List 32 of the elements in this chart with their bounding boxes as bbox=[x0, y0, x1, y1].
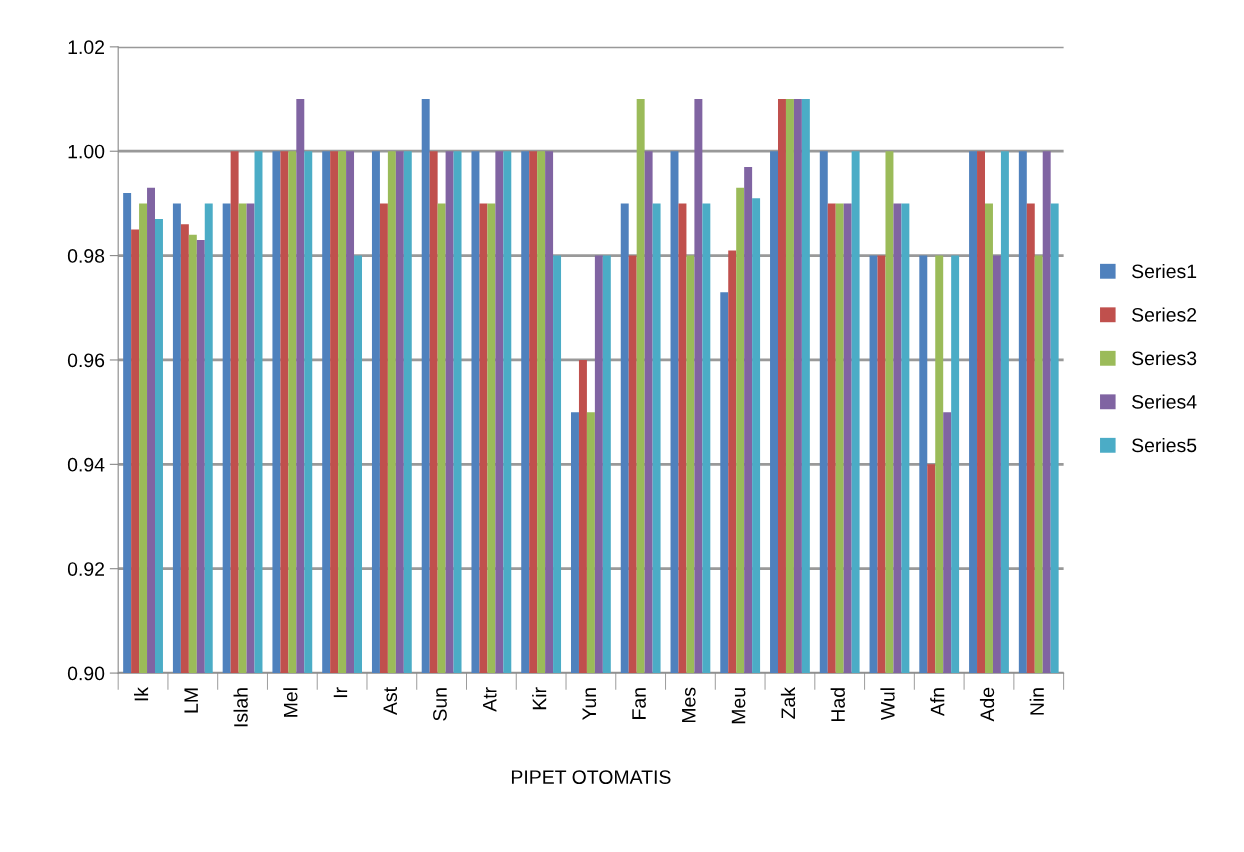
y-tick-label: 0.90 bbox=[67, 666, 105, 681]
y-tick-label: 1.00 bbox=[68, 144, 105, 159]
legend-label: Series5 bbox=[1132, 437, 1197, 453]
legend-label: Series4 bbox=[1132, 394, 1197, 409]
x-tick-label: Fan bbox=[632, 688, 646, 719]
y-tick-label: 0.92 bbox=[67, 562, 105, 576]
x-tick-label: Islah bbox=[233, 688, 248, 727]
x-tick-label: Afn bbox=[930, 688, 945, 717]
x-tick-label: Nin bbox=[1029, 688, 1044, 715]
y-tick-label: 1.02 bbox=[68, 40, 105, 55]
x-axis-title: PIPET OTOMATIS bbox=[511, 770, 671, 784]
x-tick-label: Mes bbox=[682, 687, 696, 723]
legend-label: Series3 bbox=[1132, 350, 1197, 366]
x-tick-label: Had bbox=[830, 688, 845, 722]
x-tick-label: Ir bbox=[333, 687, 348, 698]
x-tick-label: Ast bbox=[383, 687, 398, 716]
x-tick-label: Yun bbox=[582, 688, 597, 721]
x-tick-label: Mel bbox=[283, 688, 298, 717]
x-tick-label: Wul bbox=[880, 688, 895, 721]
x-tick-label: Meu bbox=[731, 688, 746, 724]
x-tick-label: Sun bbox=[433, 688, 447, 721]
y-tick-label: 0.94 bbox=[67, 457, 105, 472]
x-tick-label: Atr bbox=[483, 687, 497, 712]
x-tick-label: LM bbox=[184, 688, 198, 713]
y-tick-label: 0.96 bbox=[67, 353, 105, 368]
x-tick-label: Zak bbox=[780, 686, 796, 719]
legend-label: Series2 bbox=[1132, 307, 1197, 322]
legend-label: Series1 bbox=[1132, 263, 1197, 279]
y-tick-label: 0.98 bbox=[67, 249, 105, 263]
x-tick-label: Ik bbox=[134, 686, 149, 701]
x-tick-label: Kir bbox=[532, 687, 547, 710]
x-tick-label: Ade bbox=[979, 687, 995, 722]
